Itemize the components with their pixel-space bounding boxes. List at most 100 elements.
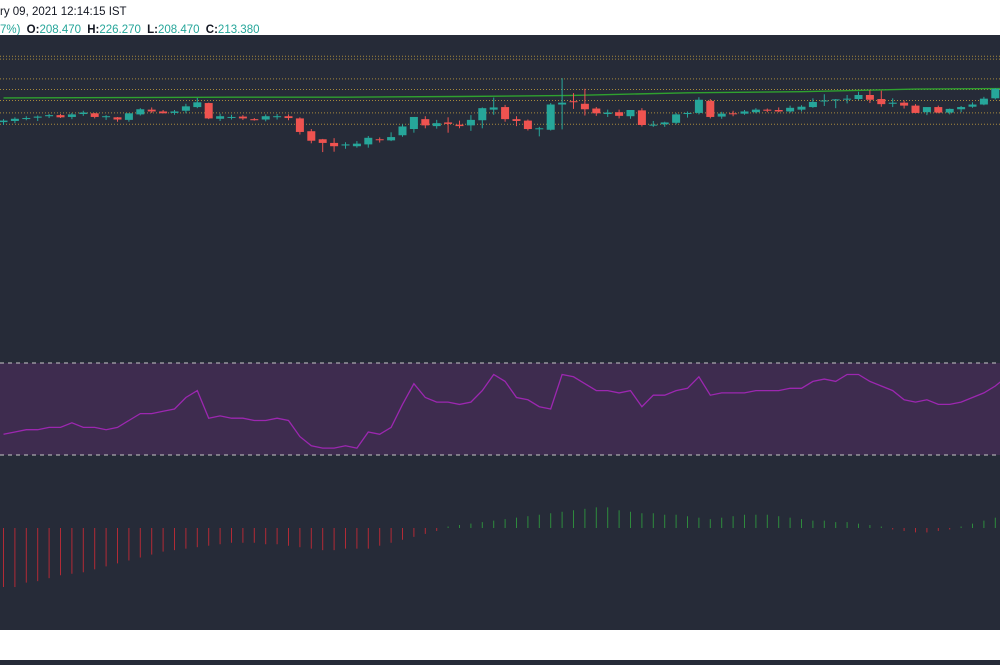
ohlc-legend: ry 09, 2021 12:14:15 IST 7%) O:208.470 H… <box>0 3 260 21</box>
candle-body <box>763 110 771 111</box>
candle <box>934 106 942 114</box>
candle-body <box>330 143 338 146</box>
candle-body <box>171 111 179 112</box>
candle <box>114 117 122 122</box>
candle <box>592 107 600 116</box>
candle-body <box>923 107 931 112</box>
candle-body <box>558 103 566 105</box>
candle <box>285 114 293 120</box>
candle <box>535 127 543 137</box>
candle-body <box>672 114 680 122</box>
candle <box>239 115 247 120</box>
candle <box>399 124 407 136</box>
candle-body <box>615 112 623 116</box>
candle <box>581 89 589 116</box>
candle <box>524 120 532 131</box>
candle-body <box>91 113 99 117</box>
candle <box>171 110 179 115</box>
candle <box>558 78 566 129</box>
candle-body <box>695 100 703 113</box>
candle-body <box>627 110 635 116</box>
candle <box>843 95 851 103</box>
candle-body <box>285 116 293 118</box>
candle <box>912 104 920 113</box>
candle <box>376 137 384 142</box>
candle-body <box>592 109 600 114</box>
candle <box>649 121 657 127</box>
candle <box>501 105 509 122</box>
candle-body <box>843 99 851 100</box>
candle <box>353 141 361 148</box>
candle <box>57 114 65 118</box>
candle-body <box>490 107 498 109</box>
candlestick-series <box>0 70 1000 152</box>
candle-body <box>501 107 509 119</box>
candle-body <box>193 102 201 107</box>
candle-body <box>752 110 760 113</box>
candle-body <box>946 109 954 113</box>
chart-area[interactable]: 2425262728293031Feb234567 <box>0 35 1000 630</box>
candle <box>159 110 167 113</box>
candle <box>615 110 623 119</box>
candle <box>421 116 429 128</box>
candle <box>444 117 452 132</box>
candle <box>866 90 874 103</box>
candle-body <box>136 109 144 114</box>
candle <box>478 107 486 128</box>
candle-body <box>547 105 555 130</box>
candle <box>433 120 441 129</box>
candle <box>661 122 669 127</box>
candle <box>706 99 714 118</box>
candle <box>364 136 372 148</box>
candle <box>319 139 327 152</box>
candle-body <box>159 111 167 113</box>
candle-body <box>706 101 714 117</box>
candle-body <box>957 107 965 109</box>
candle-body <box>68 114 76 117</box>
candle <box>980 97 988 105</box>
candle-body <box>638 110 646 125</box>
candle <box>11 117 19 123</box>
candle-body <box>353 144 361 147</box>
candle-body <box>661 122 669 124</box>
chart-canvas[interactable] <box>0 35 1000 606</box>
candle-body <box>182 106 190 110</box>
candle <box>900 100 908 108</box>
candle <box>672 113 680 124</box>
candle-body <box>45 115 53 116</box>
candle-body <box>228 117 236 118</box>
candle <box>387 132 395 141</box>
rsi-band <box>0 363 1000 455</box>
candle-body <box>239 117 247 119</box>
candle <box>102 115 110 120</box>
candle-body <box>775 110 783 111</box>
candle-body <box>684 113 692 114</box>
candle-body <box>535 128 543 129</box>
candle-body <box>387 137 395 140</box>
candle <box>490 98 498 115</box>
candle <box>798 105 806 111</box>
candle <box>136 108 144 115</box>
candle-body <box>604 113 612 114</box>
candle-body <box>877 99 885 104</box>
candle <box>729 111 737 116</box>
candle <box>307 129 315 143</box>
candle <box>809 98 817 108</box>
candle <box>296 117 304 134</box>
candle <box>638 108 646 126</box>
candle <box>182 104 190 114</box>
candle <box>786 106 794 113</box>
candle-body <box>786 108 794 112</box>
candle <box>22 116 30 120</box>
candle <box>125 113 133 121</box>
candle-body <box>262 116 270 119</box>
candle-body <box>273 116 281 117</box>
candle <box>250 118 258 121</box>
candle-body <box>478 108 486 120</box>
candle-body <box>205 103 213 118</box>
candle-body <box>342 144 350 145</box>
candle-body <box>11 119 19 121</box>
candle-body <box>250 119 258 120</box>
candle-body <box>399 126 407 135</box>
candle <box>410 117 418 133</box>
